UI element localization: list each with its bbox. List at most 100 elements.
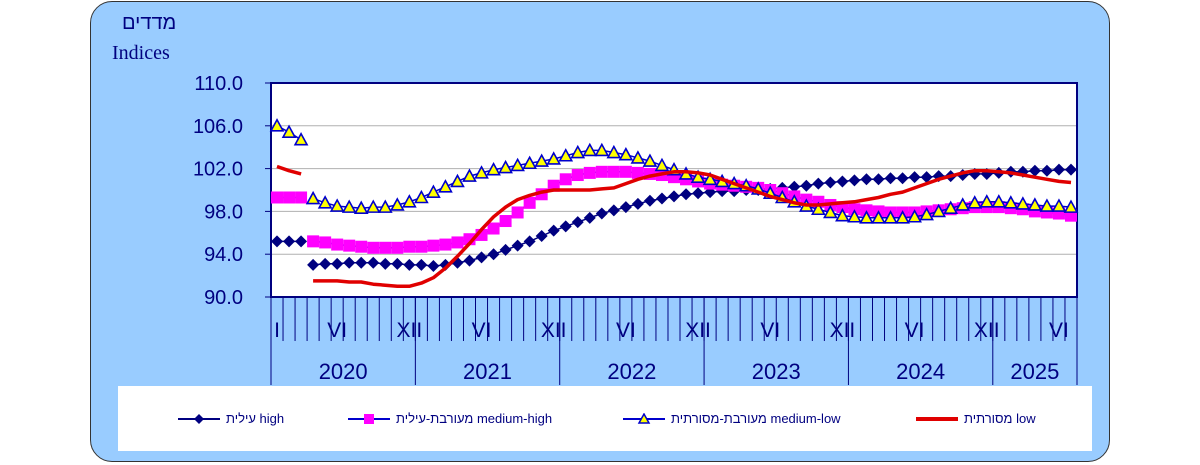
marker-high: [920, 171, 933, 184]
marker-medium_high: [595, 165, 608, 178]
marker-medium_high: [307, 235, 320, 248]
month-label: XII: [541, 319, 567, 342]
marker-medium_low: [534, 153, 550, 167]
legend-label-medium-low: מעורבת-מסורתית medium-low: [671, 411, 841, 426]
marker-medium_low: [919, 206, 934, 221]
y-tick-label: 94.0: [204, 244, 243, 266]
marker-medium_low: [702, 171, 718, 186]
marker-medium_low: [895, 210, 910, 224]
marker-high: [559, 220, 572, 233]
marker-high: [800, 179, 813, 192]
marker-high: [668, 190, 680, 203]
marker-high: [463, 254, 476, 267]
y-tick-label: 102.0: [193, 159, 243, 181]
month-label: VI: [905, 319, 925, 342]
marker-medium_high: [343, 239, 356, 252]
marker-high: [860, 173, 873, 186]
marker-medium_low: [642, 153, 658, 167]
plot-area: [271, 83, 1077, 297]
legend-marker-medium-high-icon: [348, 413, 390, 424]
month-label: XII: [685, 319, 711, 342]
marker-high: [884, 172, 897, 185]
marker-medium_low: [654, 157, 670, 172]
marker-medium_high: [403, 240, 416, 253]
marker-medium_low: [317, 195, 333, 209]
marker-medium_high: [511, 206, 524, 219]
marker-high: [283, 235, 296, 248]
marker-medium_low: [931, 203, 947, 218]
marker-medium_high: [631, 166, 644, 179]
marker-medium_low: [474, 165, 489, 179]
marker-medium_low: [462, 168, 477, 182]
marker-medium_low: [341, 199, 357, 213]
marker-medium_low: [823, 204, 838, 219]
marker-medium_low: [353, 200, 369, 214]
marker-high: [595, 207, 608, 220]
marker-medium_low: [365, 199, 381, 213]
marker-medium_high: [391, 241, 404, 254]
marker-high: [379, 257, 392, 270]
month-label: VI: [327, 319, 347, 342]
marker-medium_high: [331, 238, 344, 251]
marker-medium_low: [594, 142, 610, 157]
marker-high: [1028, 164, 1041, 177]
year-label: 2021: [463, 359, 512, 384]
marker-medium_high: [451, 236, 464, 249]
month-label: VI: [616, 319, 636, 342]
marker-medium_high: [367, 241, 380, 254]
y-tick-label: 110.0: [194, 73, 243, 95]
marker-medium_low: [293, 132, 309, 146]
marker-medium_low: [377, 199, 393, 213]
marker-medium_high: [295, 191, 308, 204]
plot-border: [270, 82, 1078, 298]
marker-medium_low: [281, 124, 297, 139]
marker-medium_low: [618, 147, 634, 161]
marker-high: [1052, 163, 1065, 176]
marker-high: [896, 172, 909, 185]
marker-medium_low: [305, 190, 321, 205]
marker-medium_low: [426, 184, 441, 198]
marker-medium_low: [606, 144, 622, 159]
marker-medium_high: [439, 238, 452, 251]
series-line-low: [313, 168, 1072, 289]
series-line-low: [276, 164, 302, 176]
marker-high: [655, 192, 668, 205]
month-label: VI: [472, 319, 492, 342]
marker-high: [872, 173, 885, 186]
year-label: 2025: [1010, 359, 1059, 384]
marker-high: [427, 259, 440, 272]
marker-high: [836, 175, 849, 188]
legend-label-low: מסורתית low: [964, 411, 1036, 426]
legend-item-high: עילית high: [178, 411, 284, 426]
marker-high: [583, 211, 596, 224]
marker-high: [788, 180, 801, 193]
marker-medium_high: [523, 196, 536, 209]
month-label: XII: [830, 319, 856, 342]
marker-medium_low: [871, 210, 886, 224]
marker-high: [319, 257, 332, 270]
marker-high: [631, 197, 644, 210]
marker-medium_high: [271, 191, 284, 204]
marker-medium_low: [835, 208, 850, 222]
year-label: 2022: [607, 359, 656, 384]
marker-medium_low: [955, 197, 971, 211]
month-label: XII: [974, 319, 1000, 342]
marker-medium_low: [582, 142, 598, 157]
marker-medium_low: [558, 148, 574, 162]
marker-high: [535, 230, 548, 243]
marker-high: [331, 257, 344, 270]
legend-marker-low-icon: [916, 416, 958, 421]
marker-medium_high: [427, 239, 440, 252]
marker-high: [680, 188, 693, 201]
marker-high: [391, 257, 404, 270]
marker-medium_low: [1027, 197, 1043, 211]
marker-high: [523, 235, 536, 248]
marker-high: [619, 201, 632, 214]
y-axis-label-hebrew: מדדים: [122, 12, 177, 34]
marker-medium_low: [522, 155, 537, 170]
series-line-medium_low: [312, 149, 1072, 219]
marker-medium_low: [1063, 199, 1079, 213]
marker-medium_high: [415, 240, 428, 253]
marker-high: [295, 235, 308, 248]
marker-medium_high: [355, 240, 368, 253]
